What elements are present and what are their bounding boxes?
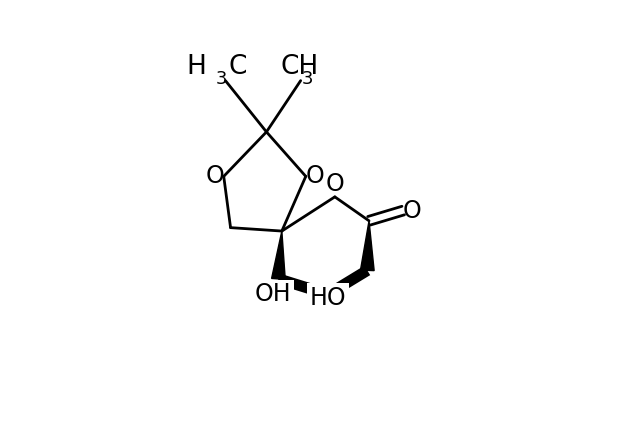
Circle shape — [326, 188, 344, 206]
Text: O: O — [326, 172, 344, 196]
Text: 3: 3 — [301, 70, 313, 88]
Text: H: H — [187, 54, 207, 80]
Text: O: O — [206, 164, 225, 188]
Text: CH: CH — [280, 54, 318, 80]
Polygon shape — [360, 221, 374, 270]
Circle shape — [297, 168, 314, 185]
Text: 3: 3 — [216, 70, 227, 88]
Circle shape — [393, 200, 413, 221]
Text: C: C — [229, 54, 247, 80]
Circle shape — [215, 168, 232, 185]
Text: O: O — [403, 198, 421, 222]
Text: O: O — [306, 164, 324, 188]
Text: OH: OH — [255, 282, 292, 306]
Text: HO: HO — [310, 286, 346, 310]
Polygon shape — [271, 231, 285, 279]
